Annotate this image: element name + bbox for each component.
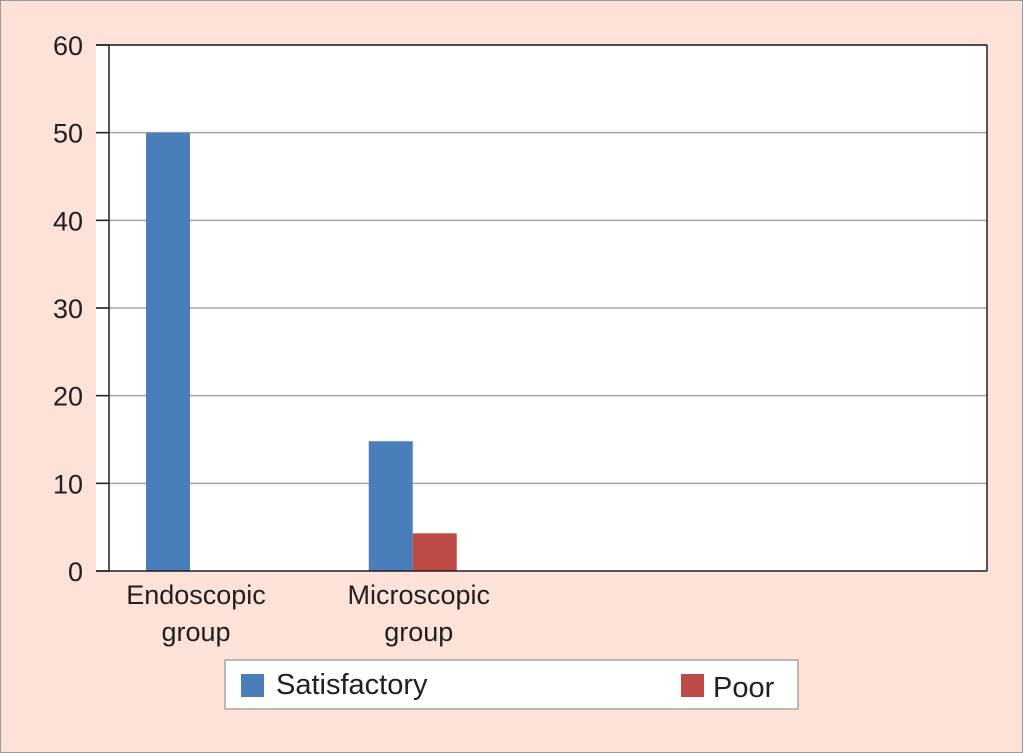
x-axis-labels: Endoscopic group Microscopic group	[126, 580, 490, 647]
x-tick-label-0-0: Endoscopic	[126, 580, 266, 610]
legend-label-satisfactory: Satisfactory	[276, 669, 428, 701]
legend-swatch-satisfactory	[241, 674, 264, 697]
legend: Satisfactory Poor	[224, 659, 799, 710]
bar-poor-1	[412, 533, 457, 571]
bars	[146, 132, 457, 571]
y-tick-label-3: 30	[53, 294, 83, 324]
legend-label-poor: Poor	[713, 672, 775, 704]
x-tick-label-0-1: group	[161, 617, 230, 647]
y-tick-label-4: 40	[53, 206, 83, 236]
x-tick-label-1-0: Microscopic	[347, 580, 490, 610]
legend-swatch-poor	[681, 674, 704, 697]
bar-satisfactory-1	[368, 441, 413, 571]
y-tick-label-1: 10	[53, 469, 83, 499]
y-tick-label-0: 0	[68, 557, 83, 587]
y-tick-label-2: 20	[53, 382, 83, 412]
y-tick-label-6: 60	[53, 31, 83, 61]
x-tick-label-1-1: group	[384, 617, 453, 647]
y-axis-ticks: 0 10 20 30 40 50 60	[53, 31, 109, 587]
y-tick-label-5: 50	[53, 119, 83, 149]
bar-satisfactory-0	[146, 132, 190, 571]
